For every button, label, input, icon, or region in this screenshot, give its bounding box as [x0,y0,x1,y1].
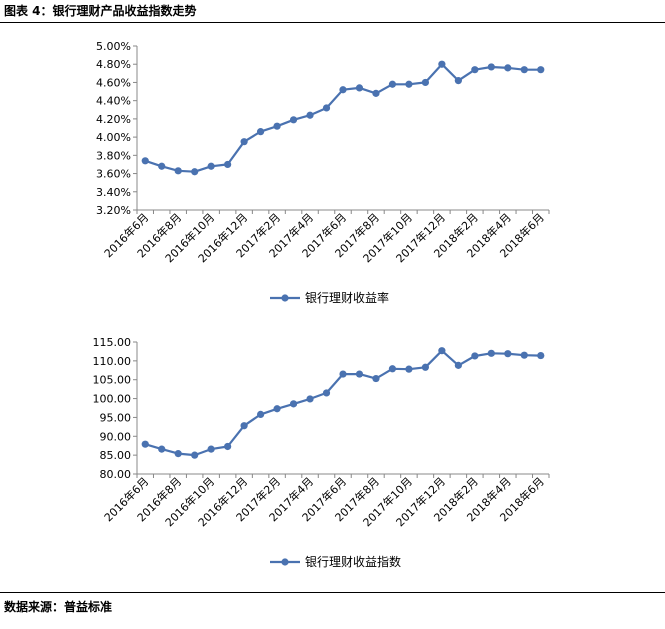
data-point [537,351,545,360]
series-line [144,63,541,173]
data-point [537,66,545,74]
data-point [257,128,265,136]
data-point [224,442,232,451]
y-tick-label: 115.00 [93,336,132,349]
data-point [289,116,298,124]
y-tick-label: 100.00 [93,393,132,406]
data-point [322,389,331,397]
y-tick-label: 80.00 [100,468,132,481]
data-point [339,370,347,378]
data-point [471,66,479,74]
series-line [144,349,541,457]
data-point [438,347,446,355]
y-tick-label: 4.80% [96,58,131,71]
data-point [405,365,413,373]
data-point [273,122,281,130]
yield-rate-chart: 3.20% 3.40% 3.60% 3.80% 4.00% 4.20% 4.40% 4.60%… [96,40,550,305]
data-point [174,167,182,175]
data-point [520,351,528,359]
data-point [207,445,215,453]
data-point [306,395,314,403]
y-tick-label: 3.80% [96,149,131,162]
data-point [388,365,397,373]
y-tick-label: 85.00 [100,449,132,462]
data-point [438,60,446,68]
data-point [289,400,298,408]
y-tick-label: 4.20% [96,113,131,126]
data-point [322,104,331,112]
data-point [372,374,380,383]
data-point [158,445,166,453]
y-tick-label: 105.00 [93,374,132,387]
data-point [257,410,265,419]
data-point [405,80,413,88]
data-point [487,63,495,71]
y-tick-label: 4.40% [96,95,131,108]
data-point [388,80,397,88]
y-tick-label: 3.20% [96,204,131,217]
data-source-note: 数据来源：普益标准 [4,600,113,614]
legend-label: 银行理财收益率 [305,290,389,305]
data-point [421,363,429,371]
legend-marker [281,294,289,302]
data-point [471,352,479,360]
y-tick-label: 3.40% [96,186,131,199]
y-tick-label: 3.60% [96,168,131,181]
data-point [174,450,182,458]
data-point [355,370,364,378]
data-point [158,162,166,170]
figure-title: 图表 4：银行理财产品收益指数走势 [4,4,197,18]
y-tick-label: 4.00% [96,131,131,144]
data-point [141,157,149,165]
y-tick-label: 90.00 [100,430,132,443]
data-point [191,168,199,176]
y-tick-label: 5.00% [96,40,131,53]
data-point [372,89,380,97]
data-point [454,77,462,85]
data-point [141,440,149,448]
data-point [207,162,215,170]
data-point [487,349,495,357]
y-tick-label: 4.60% [96,76,131,89]
y-tick-label: 95.00 [100,411,132,424]
legend-label: 银行理财收益指数 [305,554,401,569]
data-point [355,84,364,92]
legend-marker [281,558,289,566]
data-point [240,422,248,430]
yield-index-chart: 80.00 85.00 90.00 95.00 100.00 105.00 110.00 11… [93,336,550,569]
data-point [240,138,248,146]
data-point [504,350,512,358]
data-point [224,160,232,169]
data-point [421,78,429,87]
top-divider [0,22,665,23]
bottom-divider [0,592,665,593]
data-point [454,361,462,369]
data-point [504,64,512,72]
data-point [306,111,314,119]
y-tick-label: 110.00 [93,355,132,368]
data-point [191,451,199,459]
data-point [520,66,528,74]
data-point [273,405,281,413]
data-point [339,86,347,94]
